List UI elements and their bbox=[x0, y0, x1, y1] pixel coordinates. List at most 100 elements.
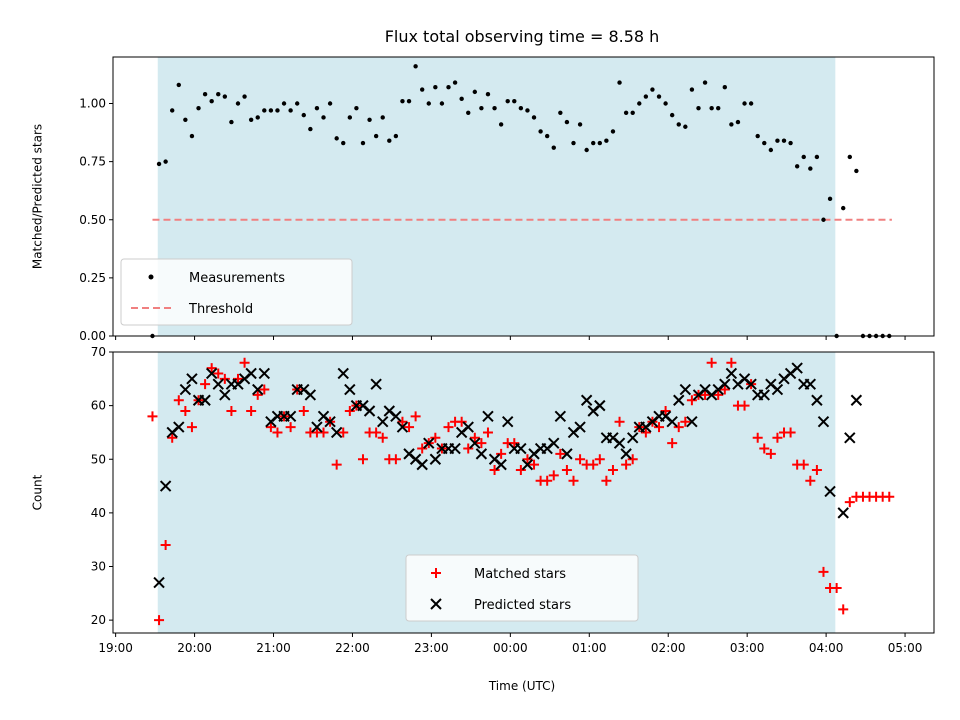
legend-label: Measurements bbox=[189, 271, 285, 286]
measurement-point bbox=[722, 85, 728, 90]
measurement-point bbox=[669, 112, 675, 118]
measurement-point bbox=[229, 119, 234, 125]
measurement-point bbox=[597, 140, 603, 146]
predicted-star-point bbox=[219, 389, 231, 401]
measurement-point bbox=[466, 110, 471, 116]
measurement-point bbox=[216, 92, 221, 97]
matched-star-point bbox=[831, 582, 842, 593]
measurement-point bbox=[814, 154, 820, 160]
measurement-point bbox=[360, 140, 366, 146]
legend-marker-x bbox=[430, 598, 442, 610]
x-tick-label: 00:00 bbox=[493, 641, 528, 655]
measurement-point bbox=[827, 196, 833, 202]
matched-star-point bbox=[410, 411, 421, 422]
measurement-point bbox=[768, 147, 774, 153]
matched-star-point bbox=[147, 411, 158, 422]
matched-star-point bbox=[154, 615, 165, 626]
legend-box bbox=[120, 258, 353, 326]
matched-star-point bbox=[509, 438, 520, 449]
predicted-star-point bbox=[337, 367, 349, 380]
x-tick-label: 02:00 bbox=[651, 641, 686, 655]
measurement-point bbox=[729, 122, 734, 127]
matched-star-point bbox=[719, 384, 730, 395]
matched-star-point bbox=[529, 459, 540, 470]
matched-star-point bbox=[713, 389, 724, 400]
matched-star-point bbox=[469, 432, 480, 443]
matched-star-point bbox=[259, 384, 270, 395]
legend-box bbox=[405, 554, 639, 622]
matched-star-point bbox=[522, 454, 533, 465]
x-tick-label: 23:00 bbox=[414, 641, 449, 655]
measurement-point bbox=[452, 80, 458, 85]
predicted-star-point bbox=[330, 426, 343, 439]
matched-star-point bbox=[607, 464, 618, 475]
predicted-star-point bbox=[311, 421, 323, 433]
predicted-star-point bbox=[574, 421, 586, 433]
matched-star-point bbox=[515, 464, 526, 475]
predicted-star-point bbox=[817, 416, 830, 428]
matched-star-point bbox=[772, 432, 783, 443]
measurement-point bbox=[176, 82, 181, 88]
matched-star-point bbox=[667, 438, 678, 449]
measurement-point bbox=[354, 105, 359, 111]
matched-star-point bbox=[213, 368, 224, 379]
predicted-star-point bbox=[212, 378, 224, 390]
predicted-star-point bbox=[324, 416, 336, 428]
measurement-point bbox=[781, 138, 787, 143]
predicted-star-point bbox=[370, 378, 382, 390]
y-tick-label: 1.00 bbox=[79, 97, 106, 111]
matched-star-point bbox=[180, 405, 191, 416]
x-axis-label: Time (UTC) bbox=[488, 679, 555, 693]
matched-star-point bbox=[160, 540, 171, 551]
predicted-star-point bbox=[620, 448, 632, 460]
predicted-star-point bbox=[205, 367, 218, 380]
measurement-point bbox=[433, 85, 438, 90]
matched-star-point bbox=[640, 427, 651, 438]
matched-star-point bbox=[397, 416, 408, 427]
measurement-point bbox=[702, 80, 708, 85]
measurement-point bbox=[716, 105, 721, 111]
matched-star-point bbox=[232, 373, 243, 384]
measurement-point bbox=[617, 80, 622, 85]
measurement-point bbox=[788, 140, 793, 146]
measurement-point bbox=[268, 108, 274, 113]
measurement-point bbox=[248, 117, 254, 122]
measurement-point bbox=[334, 136, 339, 141]
predicted-star-point bbox=[673, 394, 685, 406]
measurement-point bbox=[577, 122, 583, 127]
predicted-star-point bbox=[377, 416, 389, 428]
matched-star-point bbox=[318, 427, 329, 438]
matched-star-point bbox=[627, 454, 638, 465]
measurement-point bbox=[735, 119, 741, 125]
matched-star-point bbox=[660, 405, 671, 416]
matched-star-point bbox=[252, 389, 263, 400]
measurement-point bbox=[531, 115, 537, 120]
measurement-point bbox=[321, 115, 326, 120]
predicted-star-point bbox=[173, 421, 185, 433]
measurement-point bbox=[689, 87, 695, 92]
legend-marker-dot bbox=[148, 274, 154, 280]
matched-star-point bbox=[200, 379, 211, 390]
measurement-point bbox=[196, 105, 201, 111]
measurement-point bbox=[742, 101, 747, 106]
measurement-point bbox=[459, 96, 464, 102]
measurement-point bbox=[650, 87, 655, 92]
matched-star-point bbox=[404, 422, 415, 433]
matched-star-point bbox=[430, 432, 441, 443]
predicted-star-point bbox=[725, 367, 738, 380]
measurement-point bbox=[255, 115, 260, 120]
bottom-panel: 20 30 40 50 60 70 19:00 20:00 21:00 22:00 23:00 00… bbox=[31, 345, 935, 693]
measurement-point bbox=[584, 147, 589, 153]
measurement-point bbox=[821, 217, 826, 222]
measurement-point bbox=[314, 105, 320, 111]
predicted-star-point bbox=[416, 458, 428, 471]
predicted-star-point bbox=[423, 437, 435, 449]
x-tick-label: 22:00 bbox=[335, 641, 370, 655]
measurement-point bbox=[446, 85, 451, 90]
measurement-point bbox=[156, 161, 162, 167]
predicted-star-point bbox=[344, 383, 356, 396]
y-tick-label: 0.50 bbox=[79, 213, 106, 227]
matched-star-point bbox=[798, 459, 809, 470]
matched-star-point bbox=[752, 432, 763, 443]
measurement-point bbox=[367, 117, 372, 122]
